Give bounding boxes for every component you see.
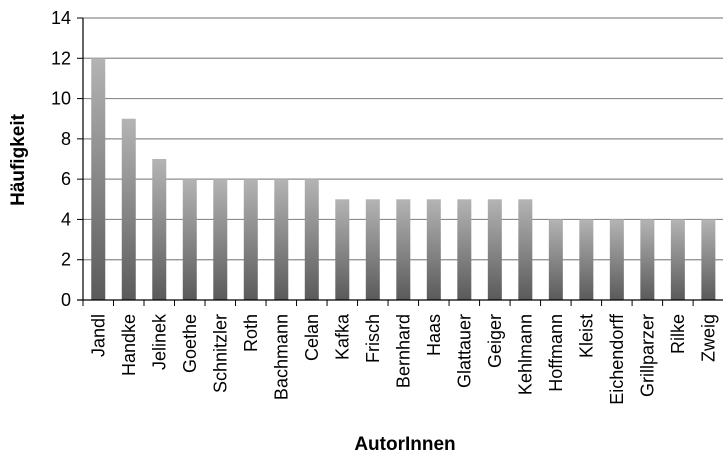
x-tick-label-haas: Haas (424, 314, 444, 356)
bar-kehlmann (518, 199, 533, 300)
y-axis-title: Häufigkeit (8, 113, 29, 206)
x-tick-label-glattauer: Glattauer (454, 314, 474, 388)
y-tick-labels: 0 2 4 6 8 10 12 14 (51, 8, 83, 310)
y-tick-label: 6 (61, 169, 71, 189)
bar-goethe (182, 179, 197, 300)
bar-glattauer (457, 199, 472, 300)
bar-handke (121, 118, 136, 300)
bar-bachmann (274, 179, 289, 300)
bar-bernhard (396, 199, 411, 300)
x-tick-label-celan: Celan (302, 314, 322, 361)
y-tick-label: 8 (61, 129, 71, 149)
bar-jandl (91, 58, 106, 301)
x-tick-label-rilke: Rilke (668, 314, 688, 354)
bar-schnitzler (213, 179, 228, 300)
bar-zweig (701, 219, 716, 300)
x-tick-label-bernhard: Bernhard (393, 314, 413, 388)
y-tick-label: 4 (61, 209, 71, 229)
x-tick-label-handke: Handke (119, 314, 139, 376)
x-tick-label-hoffmann: Hoffmann (546, 314, 566, 392)
x-tick-label-jandl: Jandl (88, 314, 108, 357)
bar-roth (243, 179, 258, 300)
bar-geiger (487, 199, 502, 300)
x-tick-label-eichendorff: Eichendorff (607, 313, 627, 405)
x-tick-label-roth: Roth (241, 314, 261, 352)
bar-celan (304, 179, 319, 300)
x-axis-title: AutorInnen (354, 434, 455, 455)
bar-jelinek (152, 159, 167, 300)
bar-rilke (670, 219, 685, 300)
axes (77, 18, 723, 301)
x-tick-label-kafka: Kafka (332, 313, 352, 360)
x-tick-label-schnitzler: Schnitzler (210, 314, 230, 393)
bars (91, 58, 716, 301)
x-tick-label-kleist: Kleist (576, 314, 596, 358)
x-tick-label-grillparzer: Grillparzer (637, 314, 657, 397)
bar-kafka (335, 199, 350, 300)
y-tick-label: 10 (51, 89, 71, 109)
y-tick-label: 0 (61, 290, 71, 310)
y-tick-label: 14 (51, 8, 71, 28)
bar-haas (426, 199, 441, 300)
y-tick-label: 2 (61, 250, 71, 270)
bar-hoffmann (548, 219, 563, 300)
x-tick-label-kehlmann: Kehlmann (515, 314, 535, 395)
x-tick-label-geiger: Geiger (485, 314, 505, 368)
x-tick-label-bachmann: Bachmann (271, 314, 291, 400)
x-tick-label-zweig: Zweig (698, 314, 718, 362)
bar-kleist (579, 219, 594, 300)
x-tick-label-frisch: Frisch (363, 314, 383, 363)
x-tick-label-jelinek: Jelinek (149, 313, 169, 370)
bar-grillparzer (640, 219, 655, 300)
bar-eichendorff (609, 219, 624, 300)
y-tick-label: 12 (51, 48, 71, 68)
bar-frisch (365, 199, 380, 300)
x-tick-label-goethe: Goethe (180, 314, 200, 373)
x-tick-labels: Jandl Handke Jelinek Goethe Schnitzler Roth Ba… (82, 300, 718, 405)
